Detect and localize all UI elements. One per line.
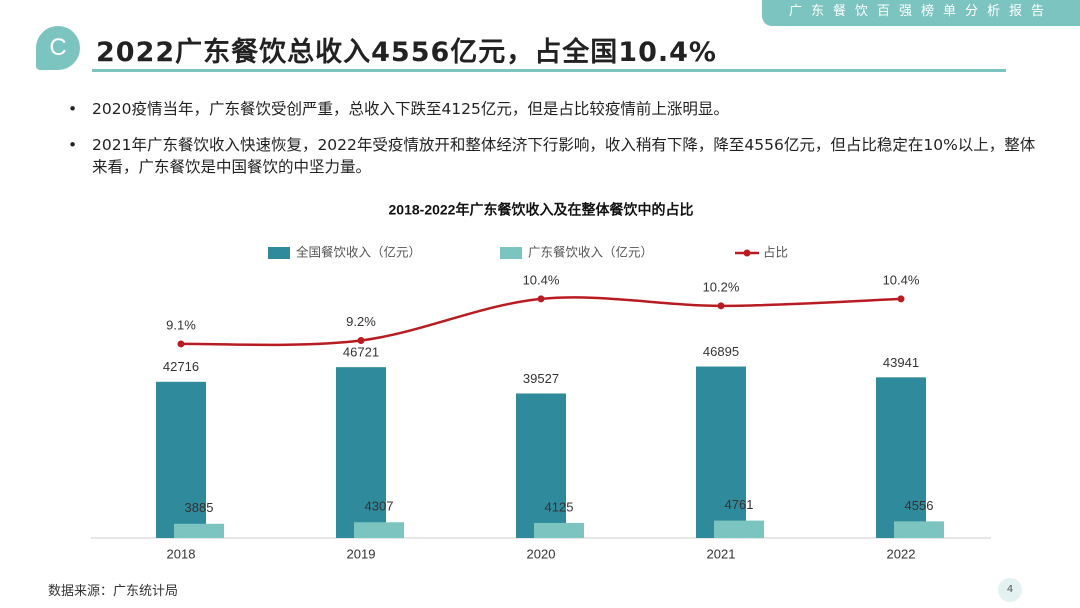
- x-tick-label: 2020: [527, 546, 556, 561]
- data-label: 39527: [523, 371, 559, 386]
- data-label: 3885: [185, 500, 214, 515]
- legend-marker: [743, 249, 751, 257]
- x-tick-label: 2019: [347, 546, 376, 561]
- bar: [156, 381, 206, 538]
- x-tick-label: 2022: [887, 546, 916, 561]
- title-rule: [92, 69, 1006, 72]
- bullet: 2020疫情当年，广东餐饮受创严重，总收入下跌至4125亿元，但是占比较疫情前上…: [68, 98, 1042, 120]
- data-label: 43941: [883, 355, 919, 370]
- data-label: 10.2%: [703, 279, 740, 294]
- source: 数据来源：广东统计局: [48, 584, 179, 599]
- line: [180, 296, 902, 347]
- x-tick-label: 2021: [707, 546, 736, 561]
- data-label: 42716: [163, 359, 199, 374]
- bar: [174, 523, 224, 538]
- data-label: 9.1%: [166, 317, 196, 332]
- page-number: 4: [998, 578, 1022, 602]
- legend-marker: [500, 247, 522, 259]
- line-point: [717, 302, 725, 310]
- data-label: 10.4%: [883, 272, 920, 287]
- slide-title: 2022广东餐饮总收入4556亿元，占全国10.4%: [96, 37, 717, 68]
- bar: [516, 393, 566, 538]
- line-point: [897, 295, 905, 303]
- bar: [354, 522, 404, 538]
- legend-label: 全国餐饮收入（亿元）: [296, 244, 421, 259]
- bar: [876, 377, 926, 538]
- data-label: 9.2%: [346, 314, 376, 329]
- line-point: [537, 295, 545, 303]
- line-point: [177, 340, 185, 348]
- data-label: 4307: [365, 499, 394, 514]
- bar: [714, 520, 764, 538]
- data-label: 46721: [343, 345, 379, 360]
- data-label: 46895: [703, 344, 739, 359]
- data-label: 4761: [725, 497, 754, 512]
- bar: [336, 367, 386, 538]
- x-tick-label: 2018: [167, 546, 196, 561]
- bar: [894, 521, 944, 538]
- data-label: 10.4%: [523, 272, 560, 287]
- header-tab: 广东餐饮百强榜单分析报告: [762, 0, 1080, 26]
- legend-label: 占比: [763, 244, 788, 259]
- data-label: 4125: [545, 499, 574, 514]
- bar: [696, 366, 746, 538]
- legend-marker: [268, 247, 290, 259]
- chart-title: 2018-2022年广东餐饮收入及在整体餐饮中的占比: [389, 202, 694, 218]
- legend-label: 广东餐饮收入（亿元）: [528, 244, 653, 259]
- logo: C: [36, 26, 80, 70]
- line-point: [357, 336, 365, 344]
- data-label: 4556: [905, 498, 934, 513]
- bar: [534, 522, 584, 538]
- bullet: 2021年广东餐饮收入快速恢复，2022年受疫情放开和整体经济下行影响，收入稍有…: [68, 134, 1042, 178]
